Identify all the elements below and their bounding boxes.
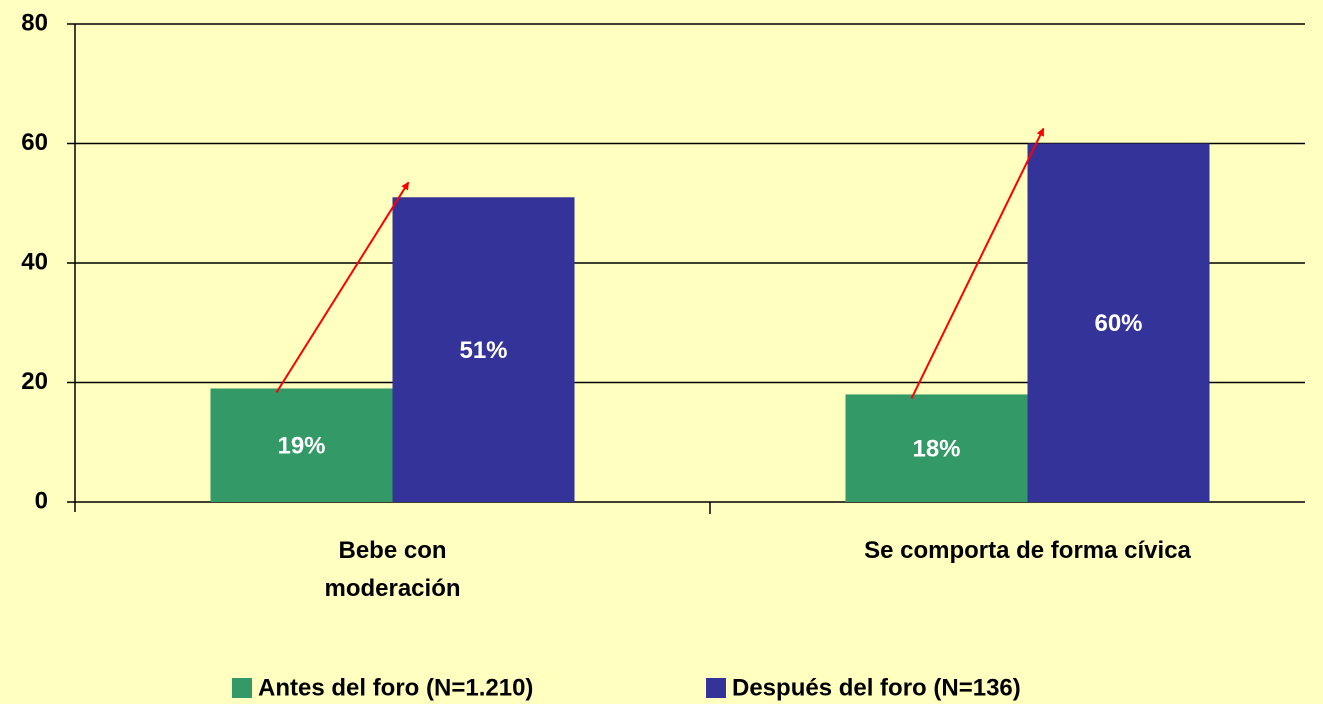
bar (210, 388, 393, 502)
bar (845, 394, 1028, 502)
y-tick-label: 20 (21, 368, 48, 395)
value-label: 60% (1094, 310, 1142, 337)
value-label: 19% (277, 433, 325, 460)
value-label: 51% (459, 337, 507, 364)
y-tick-label: 60 (21, 129, 48, 156)
legend-label: Antes del foro (N=1.210) (258, 674, 533, 701)
legend-swatch (706, 678, 726, 698)
bar (1027, 143, 1210, 502)
legend-swatch (232, 678, 252, 698)
bar (392, 197, 575, 502)
legend-label: Después del foro (N=136) (732, 674, 1021, 701)
x-tick-label: Bebe con moderación (324, 537, 461, 602)
trend-arrow (275, 181, 410, 394)
y-tick-label: 0 (35, 487, 48, 514)
trend-arrow (910, 127, 1045, 399)
y-tick-label: 40 (21, 248, 48, 275)
value-label: 18% (912, 436, 960, 463)
x-tick-label: Se comporta de forma cívica (864, 537, 1191, 564)
y-tick-label: 80 (21, 9, 48, 36)
